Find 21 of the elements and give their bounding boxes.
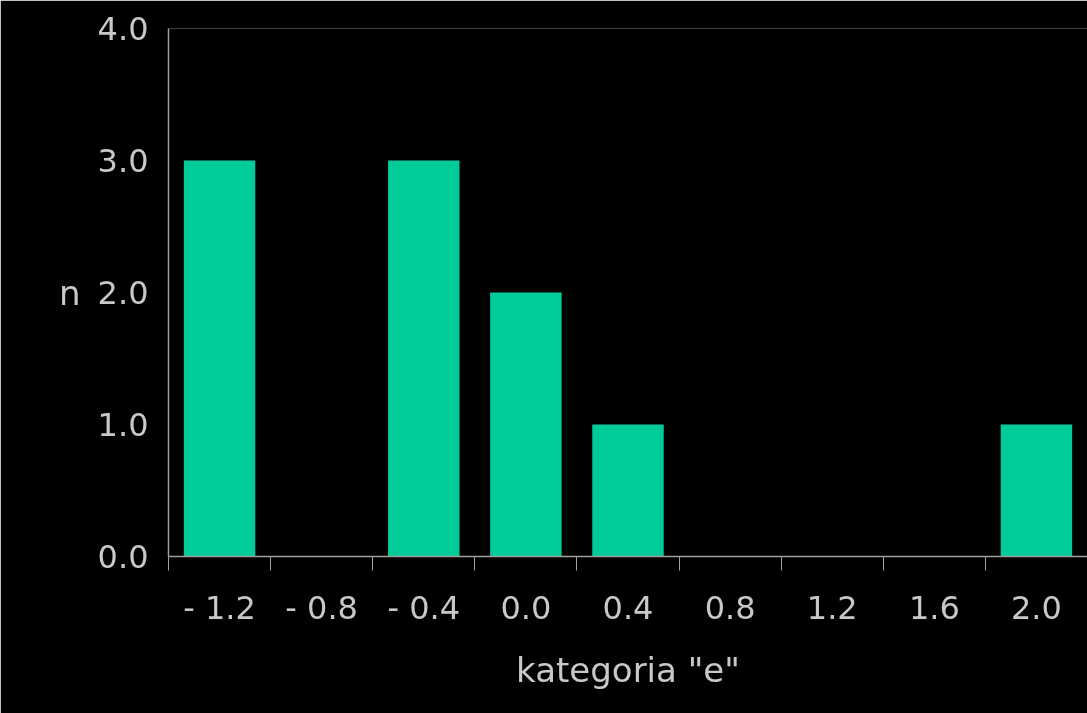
bar — [1000, 424, 1073, 557]
bar — [183, 160, 256, 557]
bar — [388, 160, 460, 557]
x-tick-label: 0.4 — [602, 588, 654, 627]
x-tick-label: - 1.2 — [183, 588, 256, 627]
x-tick-label: 2.0 — [1011, 588, 1062, 627]
x-tick-label: - 0.8 — [285, 588, 358, 627]
y-axis-title: n — [59, 272, 81, 313]
y-tick-label: 1.0 — [97, 406, 149, 444]
y-tick-label: 0.0 — [97, 538, 149, 576]
y-tick-label: 4.0 — [97, 10, 149, 48]
y-tick-label: 2.0 — [97, 274, 149, 312]
bar — [592, 424, 664, 557]
y-tick-label: 3.0 — [97, 142, 149, 180]
x-tick-label: 0.8 — [704, 588, 756, 627]
x-tick-label: 0.0 — [500, 588, 552, 627]
x-tick-label: - 0.4 — [387, 588, 461, 627]
x-axis-title: kategoria "e" — [516, 649, 740, 690]
x-tick-label: 1.2 — [806, 588, 858, 627]
bar — [490, 292, 562, 557]
x-tick-label: 1.6 — [908, 588, 960, 627]
